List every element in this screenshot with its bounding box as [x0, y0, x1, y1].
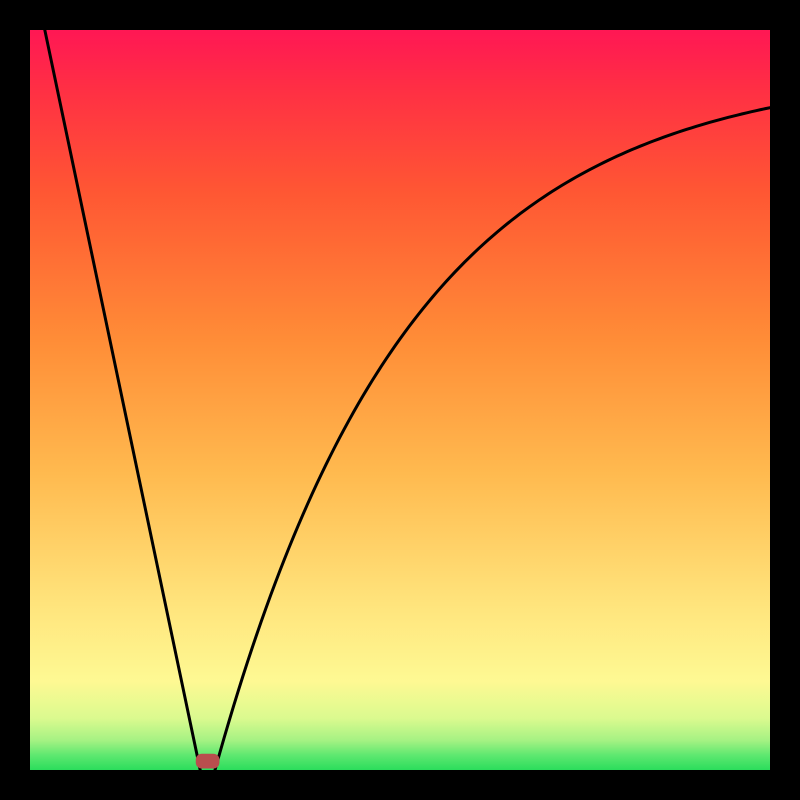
chart-frame: TheBottleneck.com [0, 0, 800, 800]
plot-background [30, 30, 770, 770]
bottleneck-chart [0, 0, 800, 800]
sweet-spot-marker [196, 754, 220, 769]
